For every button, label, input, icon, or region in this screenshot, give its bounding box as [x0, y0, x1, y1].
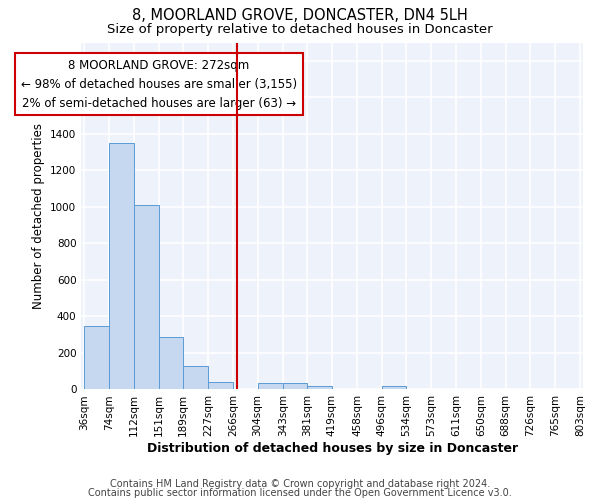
- X-axis label: Distribution of detached houses by size in Doncaster: Distribution of detached houses by size …: [146, 442, 518, 455]
- Text: 8, MOORLAND GROVE, DONCASTER, DN4 5LH: 8, MOORLAND GROVE, DONCASTER, DN4 5LH: [132, 8, 468, 22]
- Bar: [109, 143, 134, 390]
- Bar: [134, 205, 159, 390]
- Bar: [307, 386, 332, 390]
- Bar: [208, 382, 233, 390]
- Bar: [183, 366, 208, 390]
- Bar: [283, 383, 307, 390]
- Bar: [85, 326, 109, 390]
- Text: 8 MOORLAND GROVE: 272sqm
← 98% of detached houses are smaller (3,155)
2% of semi: 8 MOORLAND GROVE: 272sqm ← 98% of detach…: [20, 58, 297, 110]
- Text: Contains HM Land Registry data © Crown copyright and database right 2024.: Contains HM Land Registry data © Crown c…: [110, 479, 490, 489]
- Text: Contains public sector information licensed under the Open Government Licence v3: Contains public sector information licen…: [88, 488, 512, 498]
- Bar: [257, 383, 283, 390]
- Bar: [382, 386, 406, 390]
- Y-axis label: Number of detached properties: Number of detached properties: [32, 123, 44, 309]
- Bar: [159, 336, 183, 390]
- Text: Size of property relative to detached houses in Doncaster: Size of property relative to detached ho…: [107, 22, 493, 36]
